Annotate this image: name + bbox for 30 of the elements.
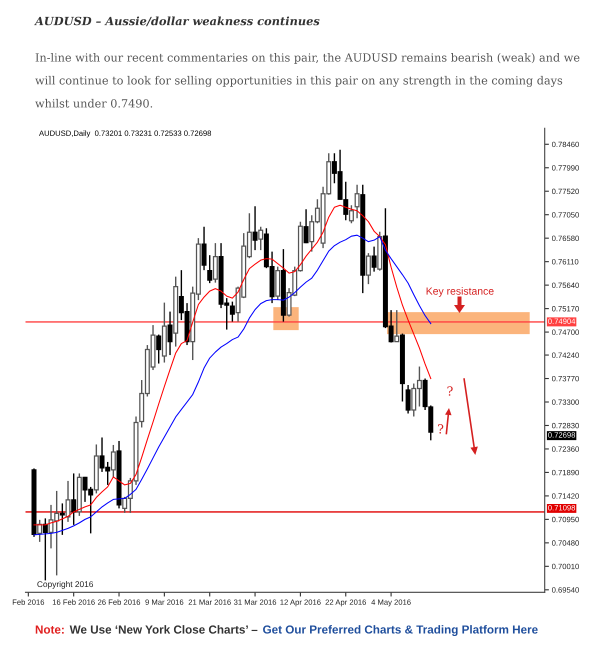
candlestick [372,246,377,272]
candlestick [42,518,48,582]
candlestick [230,300,235,322]
candlestick [60,502,65,536]
candlestick [110,444,116,479]
candlestick [202,226,207,271]
candlestick [66,480,71,523]
candlestick [406,384,411,414]
band-label: Key resistance [426,287,494,297]
candlestick [207,254,212,284]
candlestick [258,226,264,251]
candlestick [394,309,400,342]
candlestick [252,206,258,251]
annotation: Copyright 2016 [37,580,94,589]
candlestick [304,208,309,244]
text: Get Our Preferred Charts & Trading Platform Here [263,625,538,636]
text: Note: [36,626,64,634]
candlestick [354,184,360,219]
text: ? [447,386,453,396]
text: We Use ‘New York Close Charts’ – [70,625,258,634]
chart-title: AUDUSD – Aussie/dollar weakness continues [34,16,320,26]
candlestick [37,519,42,543]
candlestick [212,242,218,284]
candlestick [156,334,162,364]
candlestick [348,204,354,224]
text: ? [438,424,444,434]
candlestick [168,310,173,356]
candlestick [71,472,76,526]
chart-subtitle: In-line with our recent commentaries on this pair, the AUDUSD remains bearish (weak) and we will continue to look for selling opportunities in this pair on any strength in the coming days whilst under 0.7490. [35,53,580,108]
candlestick [366,252,371,285]
